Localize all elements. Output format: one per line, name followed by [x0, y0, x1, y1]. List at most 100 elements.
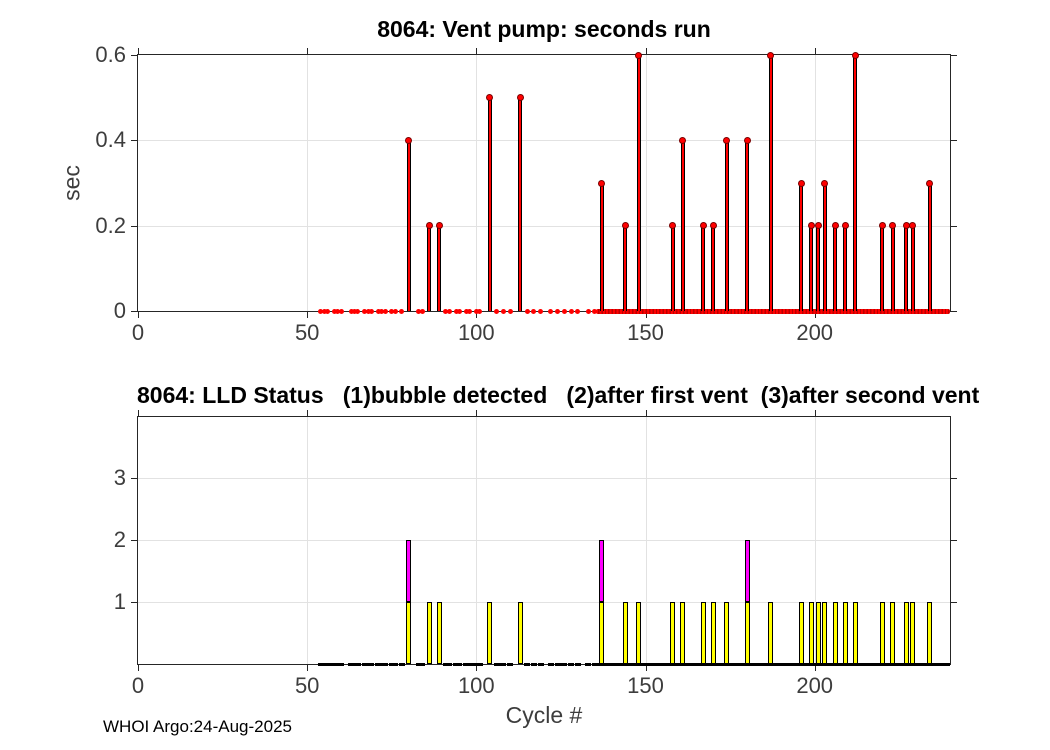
stem	[680, 140, 685, 311]
zero-dash	[500, 663, 507, 666]
zero-dot	[473, 308, 479, 314]
zero-dot	[348, 308, 354, 314]
stem-marker	[405, 136, 413, 144]
x-tick	[476, 664, 478, 671]
x-tick	[814, 664, 816, 671]
y-tick-right	[950, 539, 957, 541]
x-tick-label: 0	[131, 320, 145, 345]
y-tick-label: 3	[113, 464, 126, 490]
zero-dot	[338, 308, 344, 314]
stem-marker	[821, 179, 829, 187]
zero-dash	[537, 663, 544, 666]
stem	[768, 55, 773, 311]
stem	[701, 225, 705, 311]
stem	[437, 225, 442, 311]
status-bar-yellow	[487, 601, 493, 664]
x-tick	[138, 664, 139, 671]
stem	[518, 97, 523, 311]
zero-dash	[493, 663, 500, 666]
zero-dot	[456, 308, 462, 314]
zero-dot	[568, 308, 574, 314]
status-bar-yellow	[832, 601, 838, 664]
y-tick-right	[950, 140, 957, 142]
zero-dot	[507, 308, 513, 314]
zero-dash	[419, 663, 426, 666]
stem	[636, 55, 641, 311]
stem	[670, 225, 675, 311]
zero-dot	[538, 308, 544, 314]
status-bar-yellow	[700, 601, 706, 664]
zero-dash	[398, 663, 405, 666]
zero-dot	[375, 308, 381, 314]
zero-dot	[531, 308, 537, 314]
status-bar-magenta	[744, 539, 750, 602]
stem-marker	[669, 222, 677, 230]
zero-dot	[477, 308, 483, 314]
zero-dot	[500, 308, 506, 314]
x-tick-label: 50	[294, 673, 320, 698]
zero-dot	[379, 308, 385, 314]
status-bar-magenta	[599, 539, 604, 602]
x-tick-label: 150	[627, 320, 664, 345]
lld-status-plot-area: 0 50 100 150 200 1 2 3	[114, 410, 957, 698]
zero-dash	[334, 663, 341, 666]
stem	[816, 225, 820, 311]
x-tick-label: 200	[796, 320, 834, 345]
x-tick-top	[476, 48, 478, 55]
zero-dot	[446, 308, 452, 314]
y-tick-label: 2	[113, 526, 126, 552]
zero-dot	[463, 308, 469, 314]
status-bar-yellow	[890, 601, 895, 664]
x-tick-top	[645, 410, 647, 417]
stem-marker	[435, 222, 443, 230]
zero-dot	[585, 308, 591, 314]
zero-dash	[561, 663, 568, 666]
status-bar-yellow	[710, 601, 716, 664]
x-tick-top	[138, 410, 139, 417]
y-gridline	[138, 140, 950, 142]
zero-dash	[368, 663, 375, 666]
stem-marker	[841, 222, 849, 230]
status-bar-yellow	[842, 601, 848, 664]
stem-marker	[425, 222, 433, 230]
stem-marker	[831, 222, 839, 230]
zero-dot	[524, 308, 530, 314]
x-tick	[307, 664, 309, 671]
x-gridline	[814, 55, 816, 311]
zero-dash	[415, 663, 422, 666]
x-tick-top	[138, 48, 139, 55]
x-gridline	[307, 55, 309, 311]
stem	[890, 225, 895, 311]
stem	[833, 225, 837, 311]
stem-marker	[709, 222, 717, 230]
status-bar-yellow	[808, 601, 814, 664]
zero-dot	[325, 308, 330, 314]
zero-dot	[362, 308, 368, 314]
zero-dash	[547, 663, 554, 666]
zero-dot	[352, 308, 357, 314]
zero-dash	[388, 663, 395, 666]
status-bar-yellow	[724, 601, 730, 664]
zero-dot	[335, 308, 341, 314]
zero-dot	[331, 308, 337, 314]
y-tick-right	[950, 477, 957, 479]
cycle-xlabel: Cycle #	[505, 702, 583, 728]
zero-dash	[331, 663, 338, 666]
zero-dot	[382, 308, 388, 314]
y-tick	[131, 601, 138, 603]
x-tick-top	[307, 410, 309, 417]
stem	[427, 225, 431, 311]
x-tick-label: 150	[627, 673, 664, 698]
zero-dash	[365, 663, 372, 666]
status-bar-yellow	[879, 601, 885, 664]
stem	[711, 225, 716, 311]
zero-dot	[321, 308, 327, 314]
zero-dash	[446, 663, 453, 666]
status-bar-yellow	[680, 601, 686, 664]
stem-marker	[516, 94, 524, 102]
stem	[904, 225, 908, 311]
zero-dot	[389, 308, 395, 314]
stem-marker	[743, 136, 751, 144]
zero-dot	[548, 308, 554, 314]
